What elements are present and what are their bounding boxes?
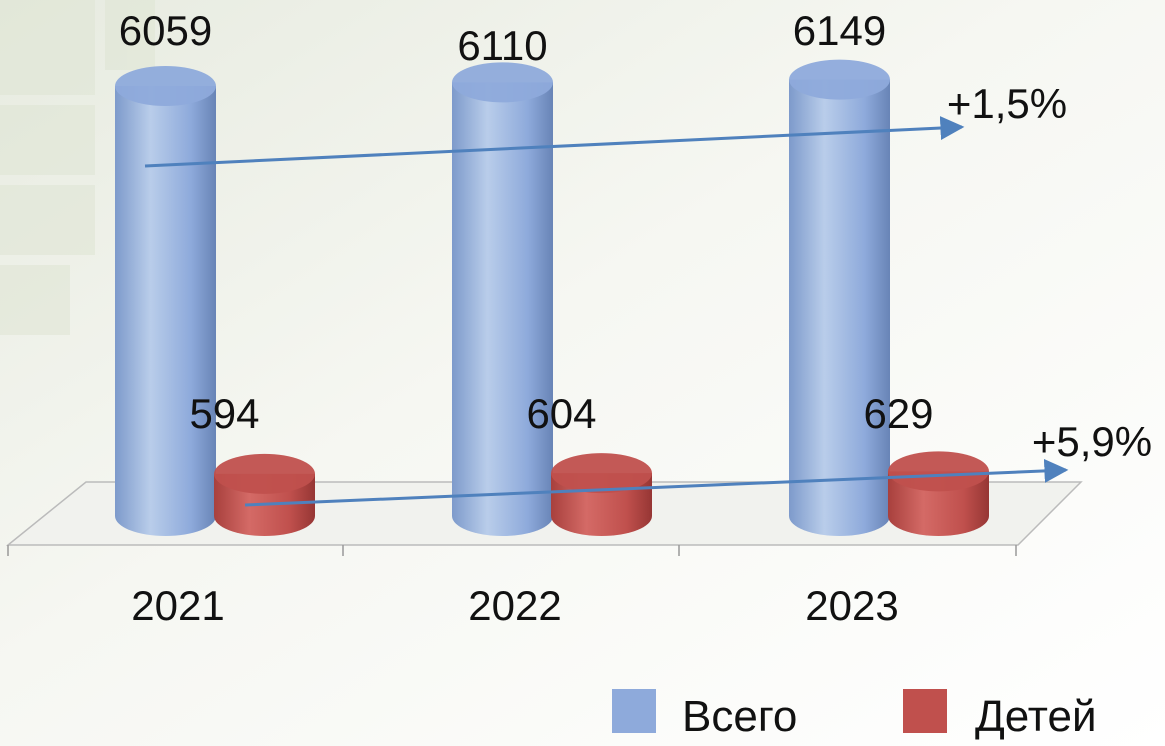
bar	[888, 451, 989, 536]
bar	[551, 453, 652, 536]
bar-body	[789, 79, 890, 537]
trend-arrows: +1,5% +5,9%	[144, 80, 1152, 507]
bars	[115, 59, 989, 537]
bar-top	[551, 453, 652, 494]
bar-top	[789, 59, 890, 100]
bar	[452, 62, 553, 537]
background-pattern	[0, 0, 155, 335]
data-labels: 6059 594 6110 604 6149 629	[119, 7, 934, 437]
bar-body	[115, 86, 216, 536]
bar	[214, 453, 315, 536]
category-labels: 2021 2022 2023	[131, 582, 898, 629]
trend-annotation: +1,5%	[947, 80, 1067, 127]
data-label: 6110	[457, 22, 547, 69]
legend-item: Всего	[612, 689, 797, 741]
category-label: 2023	[805, 582, 898, 629]
x-axis-ticks	[7, 545, 1017, 556]
bar-top	[888, 451, 989, 492]
data-label: 6059	[119, 7, 212, 54]
data-label: 629	[863, 390, 933, 437]
legend-swatch	[612, 689, 656, 733]
data-label: 604	[526, 390, 596, 437]
category-label: 2021	[131, 582, 224, 629]
legend: Всего Детей	[612, 689, 1097, 741]
trend-arrow	[244, 458, 1069, 507]
bar-top	[115, 66, 216, 106]
trend-arrow	[144, 116, 965, 168]
trend-annotation: +5,9%	[1032, 418, 1152, 465]
data-label: 6149	[793, 7, 886, 54]
legend-label: Детей	[975, 692, 1097, 741]
data-label: 594	[189, 390, 259, 437]
bar	[115, 66, 216, 536]
bar-top	[452, 62, 553, 103]
legend-swatch	[903, 689, 947, 733]
bar	[789, 59, 890, 537]
category-label: 2022	[468, 582, 561, 629]
bar-body	[452, 82, 553, 537]
bar-top	[214, 453, 315, 494]
legend-label: Всего	[682, 692, 797, 741]
legend-item: Детей	[903, 689, 1097, 741]
